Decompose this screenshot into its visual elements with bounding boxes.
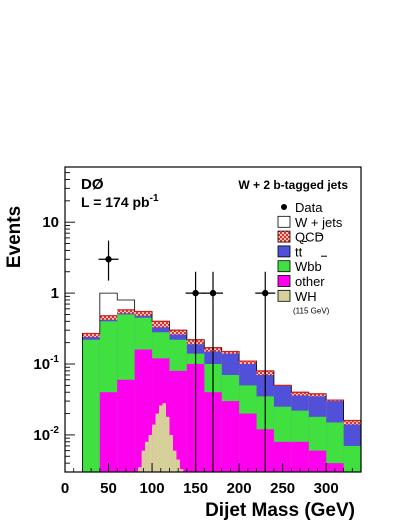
legend-swatch-qcd (277, 230, 291, 243)
legend-label-wh: WH (295, 289, 317, 304)
wh-signal-histogram (138, 403, 184, 472)
other-bar (273, 441, 292, 472)
wh-bar (172, 450, 177, 472)
wh-bar (165, 416, 170, 472)
legend-wh-mass-note: (115 GeV) (293, 307, 330, 316)
wh-bar (138, 467, 142, 472)
other-bar (291, 441, 309, 472)
y-tick-label: 10-2 (33, 425, 59, 444)
x-tick-label: 0 (61, 480, 69, 497)
legend-swatch-other (277, 275, 291, 287)
legend-data-marker (281, 204, 287, 210)
other-bar (169, 370, 187, 472)
y-tick-label: 1 (51, 285, 59, 302)
legend-swatch-wbb (277, 260, 291, 273)
other-bar (99, 392, 118, 472)
data-points (98, 240, 276, 472)
data-point (105, 256, 112, 263)
y-tick-label: 10 (42, 214, 59, 231)
wh-bar (152, 424, 156, 472)
other-bar (326, 463, 344, 472)
other-bar (134, 349, 153, 472)
y-axis-label: Events (4, 206, 25, 268)
wh-bar (162, 403, 166, 472)
x-tick-label: 300 (314, 480, 339, 497)
other-bar (308, 450, 327, 472)
legend-label-other: other (295, 274, 325, 289)
other-bar (239, 413, 257, 472)
data-point (262, 289, 269, 297)
histogram-stack (82, 292, 362, 472)
other-bar (221, 401, 240, 472)
x-tick-label: 250 (270, 480, 295, 497)
wh-bar (155, 413, 160, 472)
legend-label-qcd: QCD (295, 230, 324, 245)
wbb-bar (343, 445, 361, 472)
data-point (192, 289, 199, 297)
axes: 0 50 100 150 200 250 300 10-2 10-1 1 10 (33, 166, 353, 497)
wh-bar (148, 434, 153, 472)
other-bar (117, 379, 135, 472)
legend-swatch-wjets (277, 215, 291, 228)
wh-bar (159, 405, 163, 472)
wh-bar (169, 434, 173, 472)
wh-bar (141, 450, 146, 472)
luminosity-label: L = 174 pb-1 (81, 193, 159, 210)
x-axis-label: Dijet Mass (GeV) (205, 500, 355, 521)
wh-bar (145, 441, 149, 472)
legend-swatch-ttbar (277, 245, 291, 258)
wbb-bar (326, 422, 344, 472)
legend-label-ttbar: tt (295, 244, 303, 259)
x-tick-label: 100 (140, 480, 165, 497)
legend-label-data: Data (295, 200, 323, 215)
legend-label-wbb: Wbb (295, 259, 322, 274)
chart-title: W + 2 b-tagged jets (238, 178, 348, 192)
wh-bar (179, 469, 184, 472)
experiment-label: DØ (81, 176, 104, 193)
legend-label-wjets: W + jets (295, 215, 343, 230)
legend-swatch-wh (277, 289, 291, 302)
wbb-bar (82, 339, 100, 472)
x-tick-label: 200 (227, 480, 252, 497)
x-tick-label: 150 (183, 480, 208, 497)
data-point (209, 289, 217, 297)
y-tick-label: 10-1 (33, 354, 59, 373)
x-tick-label: 50 (100, 480, 117, 497)
wh-bar (176, 459, 180, 472)
